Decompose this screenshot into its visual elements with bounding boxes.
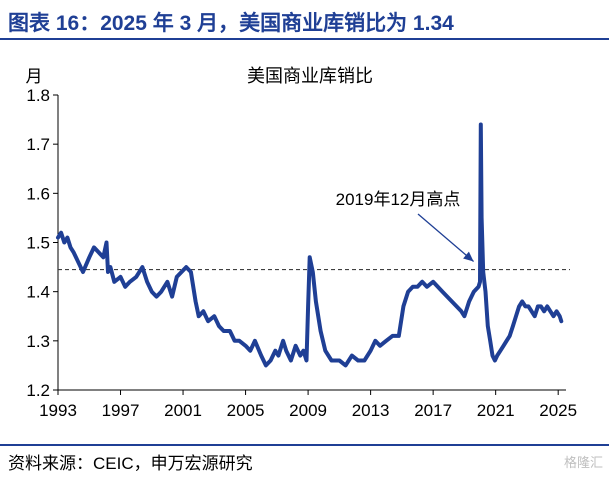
- y-tick-label: 1.8: [26, 86, 50, 105]
- series-line-0: [56, 122, 564, 368]
- x-axis: 1993 1997 2001 2005 2009 2013 2017 2021 2025: [39, 389, 577, 420]
- line-chart: 美国商业库销比 月 1.2 1.3 1.4 1.5 1.6 1.7 1.8 1993 1997…: [26, 66, 578, 420]
- x-tick-label: 2017: [414, 401, 452, 420]
- y-tick-label: 1.5: [26, 234, 50, 253]
- series-group: [56, 122, 564, 368]
- x-tick-label: 1993: [39, 401, 77, 420]
- x-tick-label: 2005: [227, 401, 265, 420]
- y-tick-label: 1.7: [26, 135, 50, 154]
- y-tick-label: 1.3: [26, 332, 50, 351]
- bottom-rule: [0, 444, 609, 446]
- x-tick-label: 2009: [289, 401, 327, 420]
- y-tick-label: 1.4: [26, 283, 50, 302]
- x-tick-label: 2025: [539, 401, 577, 420]
- source-note: 资料来源：CEIC，申万宏源研究: [8, 454, 253, 473]
- y-tick-label: 1.2: [26, 381, 50, 400]
- x-tick-label: 2001: [164, 401, 202, 420]
- annotation-label: 2019年12月高点: [336, 190, 461, 209]
- y-axis-unit-label: 月: [26, 67, 43, 86]
- watermark: 格隆汇: [563, 455, 603, 470]
- y-axis: 1.2 1.3 1.4 1.5 1.6 1.7 1.8: [26, 86, 59, 400]
- chart-title: 美国商业库销比: [247, 66, 373, 86]
- x-tick-label: 2013: [352, 401, 390, 420]
- x-tick-label: 1997: [102, 401, 140, 420]
- figure-title: 图表 16：2025 年 3 月，美国商业库销比为 1.34: [8, 12, 454, 35]
- x-tick-label: 2021: [477, 401, 515, 420]
- y-tick-label: 1.6: [26, 184, 50, 203]
- annotation-arrow-line: [417, 213, 475, 263]
- annotation-arrowhead: [463, 251, 474, 262]
- annotation-group: 2019年12月高点: [336, 190, 475, 263]
- title-rule: [0, 38, 609, 40]
